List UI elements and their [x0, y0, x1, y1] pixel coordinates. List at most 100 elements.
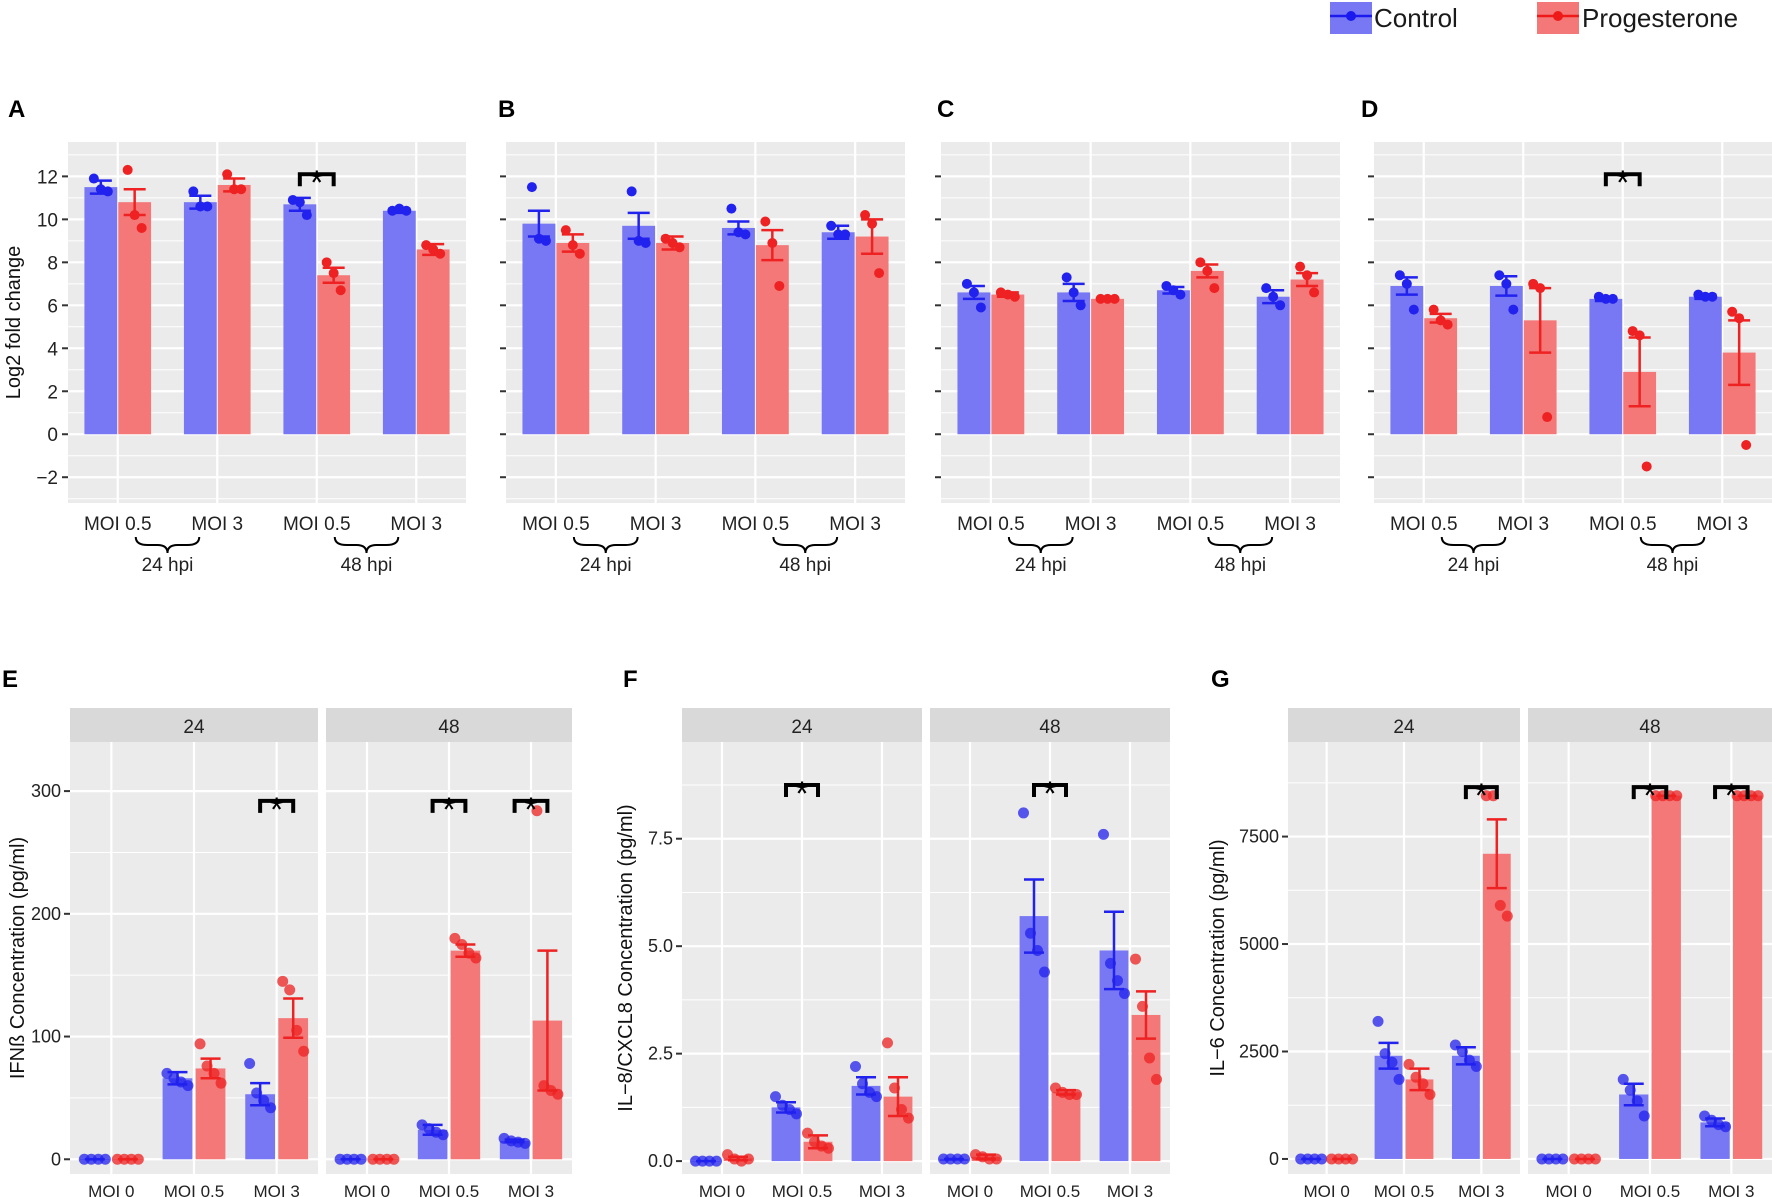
group-brace-c — [1207, 536, 1274, 554]
data-point-control-f — [1018, 807, 1029, 819]
x-tick-label-g: MOI 0 — [1546, 1182, 1592, 1197]
data-point-progesterone-f — [1144, 1052, 1155, 1064]
data-point-progesterone-d — [1428, 304, 1439, 315]
x-tick-label-f: MOI 0 — [947, 1182, 993, 1197]
x-tick-label-e: MOI 3 — [254, 1182, 300, 1197]
bar-progesterone-a — [317, 275, 351, 435]
data-point-control-a — [401, 205, 412, 216]
data-point-control-f — [1098, 828, 1109, 840]
x-tick-label-b: MOI 0.5 — [522, 514, 590, 535]
data-point-progesterone-a — [335, 285, 346, 296]
data-point-progesterone-d — [1727, 306, 1738, 317]
data-point-control-b — [833, 229, 844, 240]
bar-progesterone-b — [855, 236, 889, 435]
data-point-progesterone-b — [574, 248, 585, 259]
data-point-control-d — [1607, 293, 1618, 304]
legend-label-control: Control — [1374, 3, 1458, 33]
y-tick-label-g: 2500 — [1239, 1041, 1279, 1061]
x-tick-label-e: MOI 0.5 — [419, 1182, 479, 1197]
data-point-control-e — [437, 1129, 449, 1141]
facet-strip-f — [930, 708, 1170, 742]
y-tick-label-f: 5.0 — [648, 936, 673, 956]
data-point-progesterone-d — [1741, 439, 1752, 450]
data-point-control-b — [526, 182, 537, 193]
data-point-progesterone-d — [1542, 412, 1553, 423]
data-point-progesterone-f — [1137, 1000, 1148, 1012]
x-tick-label-e: MOI 0 — [88, 1182, 134, 1197]
group-brace-d — [1639, 536, 1706, 554]
data-point-control-b — [540, 235, 551, 246]
data-point-progesterone-b — [774, 280, 785, 291]
data-point-progesterone-e — [201, 1060, 213, 1072]
y-tick-label-g: 5000 — [1239, 934, 1279, 954]
bar-control-d — [1688, 296, 1722, 435]
y-tick-label-e: 100 — [31, 1027, 61, 1047]
x-tick-label-c: MOI 0.5 — [957, 514, 1025, 535]
data-point-progesterone-b — [860, 210, 871, 221]
facet-strip-g — [1528, 708, 1772, 742]
data-point-progesterone-f — [889, 1082, 900, 1094]
group-brace-d — [1440, 536, 1507, 554]
data-point-progesterone-c — [1209, 283, 1220, 294]
data-point-progesterone-g — [1494, 899, 1506, 911]
bar-progesterone-c — [1190, 270, 1224, 435]
x-tick-label-a: MOI 3 — [191, 514, 243, 535]
y-tick-label-a: 6 — [47, 296, 58, 317]
significance-star-f: * — [795, 775, 808, 813]
group-label-d: 48 hpi — [1647, 555, 1699, 576]
data-point-control-c — [1268, 291, 1279, 302]
x-tick-label-d: MOI 0.5 — [1390, 514, 1458, 535]
x-tick-label-a: MOI 0.5 — [84, 514, 152, 535]
data-point-control-b — [640, 237, 651, 248]
data-point-control-g — [1720, 1121, 1732, 1133]
y-tick-label-a: −2 — [36, 468, 58, 489]
bar-progesterone-g — [1651, 795, 1681, 1159]
x-tick-label-f: MOI 0.5 — [772, 1182, 832, 1197]
data-point-control-c — [1061, 272, 1072, 283]
data-point-control-f — [791, 1108, 802, 1120]
legend-label-progesterone: Progesterone — [1582, 3, 1738, 33]
significance-bracket-g — [1463, 785, 1499, 800]
facet-label-g: 48 — [1639, 717, 1660, 738]
facet-strip-e — [326, 708, 572, 742]
data-point-progesterone-c — [1295, 261, 1306, 272]
data-point-progesterone-c — [1202, 265, 1213, 276]
data-point-control-f — [1025, 927, 1036, 939]
data-point-control-b — [840, 229, 851, 240]
data-point-control-e — [258, 1094, 270, 1106]
x-tick-label-c: MOI 3 — [1065, 514, 1117, 535]
group-label-a: 48 hpi — [341, 555, 393, 576]
bar-progesterone-f — [1051, 1092, 1081, 1162]
bar-progesterone-a — [416, 249, 450, 435]
y-tick-label-a: 4 — [47, 339, 58, 360]
data-point-progesterone-e — [470, 952, 482, 964]
significance-star-e: * — [442, 791, 455, 829]
significance-bracket-d — [1603, 172, 1642, 187]
facet-label-f: 24 — [791, 717, 813, 738]
data-point-control-a — [102, 186, 113, 197]
y-tick-label-a: 8 — [47, 253, 58, 274]
data-point-progesterone-a — [122, 164, 133, 175]
data-point-progesterone-a — [236, 184, 247, 195]
group-label-d: 24 hpi — [1448, 555, 1500, 576]
panel-label-g: G — [1211, 666, 1230, 693]
data-point-progesterone-g — [1424, 1088, 1436, 1100]
group-label-c: 48 hpi — [1214, 555, 1266, 576]
bar-progesterone-d — [1424, 318, 1458, 435]
x-tick-label-b: MOI 3 — [829, 514, 881, 535]
facet-strip-f — [682, 708, 922, 742]
data-point-progesterone-d — [1442, 319, 1453, 330]
group-label-b: 24 hpi — [580, 555, 632, 576]
bar-progesterone-g — [1482, 853, 1511, 1159]
data-point-progesterone-c — [1302, 270, 1313, 281]
significance-star-d: * — [1616, 164, 1629, 202]
data-point-control-a — [195, 201, 206, 212]
data-point-control-g — [1449, 1039, 1461, 1051]
facet-label-g: 24 — [1393, 717, 1415, 738]
data-point-control-e — [244, 1058, 256, 1070]
bar-progesterone-a — [118, 202, 152, 435]
y-tick-label-f: 2.5 — [648, 1044, 673, 1064]
data-point-control-f — [1112, 975, 1123, 987]
facet-label-e: 24 — [183, 717, 205, 738]
data-point-progesterone-g — [1410, 1071, 1422, 1083]
